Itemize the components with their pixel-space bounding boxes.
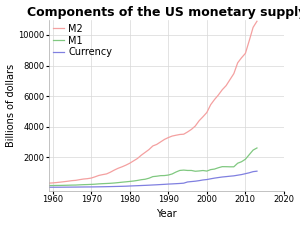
M2 <box>97 174 101 177</box>
X-axis label: Year: Year <box>156 209 177 219</box>
M1 <box>85 183 89 186</box>
M1 <box>70 184 74 187</box>
Line: M1: M1 <box>49 148 257 186</box>
M2 <box>85 177 89 180</box>
M2 <box>47 182 51 184</box>
Currency <box>47 186 51 189</box>
M1 <box>232 165 236 168</box>
Title: Components of the US monetary supply: Components of the US monetary supply <box>27 6 300 18</box>
Line: M2: M2 <box>49 21 257 183</box>
M2 <box>124 164 128 166</box>
Line: Currency: Currency <box>49 171 257 187</box>
M1 <box>47 184 51 187</box>
M1 <box>97 182 101 185</box>
M2 <box>255 20 259 22</box>
Currency <box>251 170 255 173</box>
Currency <box>255 170 259 173</box>
M1 <box>255 147 259 149</box>
Y-axis label: Billions of dollars: Billions of dollars <box>6 64 16 147</box>
Currency <box>85 186 89 188</box>
Currency <box>97 185 101 188</box>
M2 <box>232 72 236 75</box>
M1 <box>124 180 128 183</box>
Legend: M2, M1, Currency: M2, M1, Currency <box>51 22 114 59</box>
M2 <box>70 179 74 182</box>
M2 <box>251 26 255 29</box>
Currency <box>232 174 236 177</box>
M1 <box>251 149 255 151</box>
Currency <box>70 186 74 189</box>
Currency <box>124 185 128 188</box>
